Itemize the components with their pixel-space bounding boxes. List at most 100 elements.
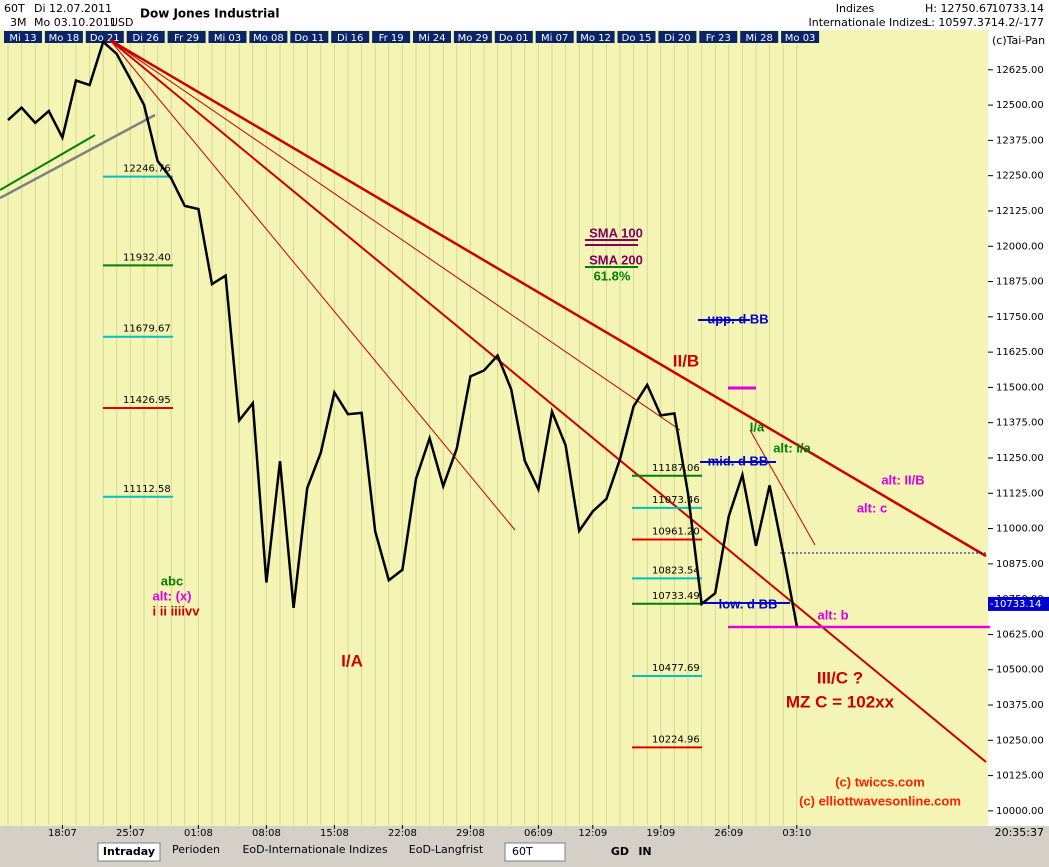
annotation: low. d BB: [719, 596, 778, 611]
date-tab[interactable]: [413, 31, 451, 43]
subgroup: Internationale Indizes: [809, 16, 928, 29]
date-tab-label: Mi 28: [746, 33, 773, 44]
y-tick-label: 10625.00: [996, 629, 1044, 640]
y-tick-label: 11750.00: [996, 312, 1044, 323]
group: Indizes: [836, 2, 875, 15]
annotation: I/A: [341, 651, 363, 670]
trend-line: [0, 113, 156, 200]
fib-label: 10961.20: [652, 527, 700, 538]
date-tab[interactable]: [290, 31, 329, 43]
y-tick-label: 11125.00: [996, 488, 1044, 499]
tab-label[interactable]: EoD-Internationale Indizes: [242, 843, 387, 856]
date-tab[interactable]: [494, 31, 533, 43]
trend-line: [109, 38, 987, 558]
tab[interactable]: [97, 842, 161, 862]
high: H: 12750.67: [925, 2, 993, 15]
y-tick-label: 10375.00: [996, 700, 1044, 711]
fib-label: 10733.49: [652, 591, 700, 602]
plot-bg: [0, 30, 988, 826]
annotation: 61.8%: [594, 268, 631, 283]
x-tick-label: 19:09: [646, 828, 675, 839]
tab-label[interactable]: Intraday: [103, 845, 155, 858]
date-tab[interactable]: [658, 31, 697, 43]
date-tab[interactable]: [699, 31, 738, 43]
date-tab[interactable]: [85, 31, 124, 43]
date-tab[interactable]: [576, 31, 615, 43]
date-tab-label: Mi 24: [418, 33, 445, 44]
date-tab[interactable]: [453, 31, 492, 43]
trend-line: [109, 39, 681, 431]
last: 10733.14: [992, 2, 1045, 15]
date-tab[interactable]: [331, 31, 370, 43]
period: 60T: [4, 2, 25, 15]
tab-label[interactable]: Perioden: [172, 843, 220, 856]
annotation: alt: b: [817, 607, 848, 622]
y-tick-label: 10000.00: [996, 806, 1044, 817]
y-tick-label: 12250.00: [996, 171, 1044, 182]
date-tab-label: Mo 03: [785, 33, 816, 44]
credit: (c) elliottwavesonline.com: [799, 793, 961, 808]
fib-label: 10224.96: [652, 734, 700, 745]
x-tick-label: 15:08: [320, 828, 349, 839]
date-tab-label: Fr 23: [706, 33, 731, 44]
date-tab[interactable]: [781, 31, 820, 43]
annotation: I/a: [750, 419, 765, 434]
date-tab-label: Di 26: [133, 33, 159, 44]
date-tab[interactable]: [617, 31, 656, 43]
y-tick-label: 12125.00: [996, 206, 1044, 217]
x-tick-label: 06:09: [524, 828, 553, 839]
annotation: III/C ?: [817, 668, 863, 687]
date-tab-label: Mi 03: [214, 33, 241, 44]
y-tick-label: 12625.00: [996, 65, 1044, 76]
annotation: i ii iiiivv: [153, 603, 201, 618]
change: -14.2/-177: [987, 16, 1044, 29]
date-tab[interactable]: [44, 31, 83, 43]
instrument-title: Dow Jones Industrial: [140, 7, 279, 21]
credit: (c) twiccs.com: [835, 774, 925, 789]
date-tab-label: Di 20: [664, 33, 690, 44]
interval[interactable]: 60T: [512, 845, 533, 858]
interval-select[interactable]: [504, 842, 566, 862]
date-tab[interactable]: [4, 31, 42, 43]
x-tick-label: 25:07: [116, 828, 145, 839]
fib-label: 11932.40: [123, 252, 171, 263]
date-tab[interactable]: [167, 31, 206, 43]
x-tick-label: 01:08: [184, 828, 213, 839]
last-price-label: -10733.14: [990, 599, 1041, 610]
date-tab[interactable]: [535, 31, 574, 43]
x-tick-label: 22:08: [388, 828, 417, 839]
fib-label: 11679.67: [123, 324, 171, 335]
axis-bg: [988, 30, 1049, 826]
annotation: alt: II/B: [881, 472, 924, 487]
annotation: alt: (x): [153, 588, 192, 603]
date-tab[interactable]: [372, 31, 411, 43]
range: 3M: [10, 16, 27, 29]
fib-label: 11073.46: [652, 495, 700, 506]
y-tick-label: 10875.00: [996, 559, 1044, 570]
annotation: mid. d BB: [708, 453, 769, 468]
date-tab[interactable]: [126, 31, 165, 43]
low: L: 10597.37: [925, 16, 991, 29]
annotation: SMA 100: [589, 225, 643, 240]
fib-label: 10823.54: [652, 565, 700, 576]
end-date: Mo 03.10.2011: [34, 16, 117, 29]
y-tick-label: 10500.00: [996, 665, 1044, 676]
button[interactable]: IN: [638, 845, 651, 858]
date-tab[interactable]: [249, 31, 288, 43]
y-tick-label: 11875.00: [996, 277, 1044, 288]
x-tick-label: 08:08: [252, 828, 281, 839]
date-tab-label: Fr 29: [174, 33, 199, 44]
trend-line: [0, 134, 96, 191]
start-date: Di 12.07.2011: [34, 2, 112, 15]
date-tab-label: Mo 12: [580, 33, 611, 44]
fib-label: 11426.95: [123, 395, 171, 406]
button[interactable]: GD: [611, 845, 629, 858]
fib-label: 11187.06: [652, 463, 700, 474]
y-tick-label: 11000.00: [996, 524, 1044, 535]
annotation: II/B: [673, 351, 699, 370]
tab-label[interactable]: EoD-Langfrist: [409, 843, 484, 856]
date-tab[interactable]: [208, 31, 247, 43]
date-tab[interactable]: [740, 31, 779, 43]
date-tab-label: Mo 08: [253, 33, 284, 44]
